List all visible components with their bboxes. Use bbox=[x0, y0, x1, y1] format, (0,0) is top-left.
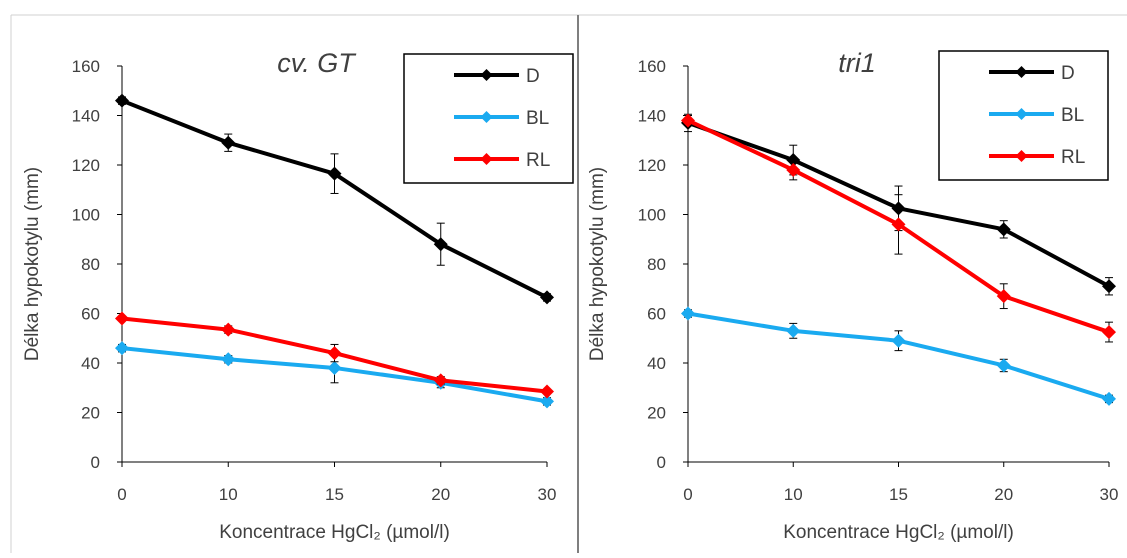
legend-marker bbox=[480, 153, 493, 165]
x-tick-label: 0 bbox=[117, 485, 126, 504]
x-tick-label: 15 bbox=[889, 485, 908, 504]
data-point bbox=[221, 135, 236, 150]
series-RL bbox=[115, 311, 554, 399]
x-tick-label: 30 bbox=[1100, 485, 1119, 504]
data-point bbox=[327, 166, 342, 181]
data-point bbox=[540, 394, 554, 409]
y-tick-label: 80 bbox=[647, 255, 666, 274]
data-point bbox=[1102, 391, 1116, 406]
data-point bbox=[681, 306, 695, 321]
y-tick-label: 80 bbox=[81, 255, 100, 274]
y-tick-label: 160 bbox=[638, 57, 666, 76]
data-point bbox=[327, 346, 342, 361]
data-point bbox=[996, 358, 1011, 373]
legend-label: RL bbox=[1061, 147, 1085, 168]
y-tick-label: 100 bbox=[72, 206, 100, 225]
x-tick-label: 10 bbox=[219, 485, 238, 504]
chart-title: tri1 bbox=[838, 48, 876, 78]
data-point bbox=[891, 217, 906, 232]
y-tick-label: 40 bbox=[647, 354, 666, 373]
y-tick-label: 0 bbox=[657, 453, 666, 472]
data-point bbox=[996, 222, 1011, 237]
y-tick-label: 120 bbox=[72, 156, 100, 175]
y-tick-label: 20 bbox=[647, 404, 666, 423]
series-RL bbox=[681, 113, 1116, 343]
data-point bbox=[221, 322, 236, 337]
legend-label: BL bbox=[1061, 105, 1084, 126]
y-tick-label: 120 bbox=[638, 156, 666, 175]
legend-marker bbox=[480, 69, 493, 81]
x-tick-label: 30 bbox=[538, 485, 557, 504]
data-point bbox=[327, 360, 342, 375]
legend-marker bbox=[480, 111, 493, 123]
y-tick-label: 160 bbox=[72, 57, 100, 76]
x-tick-label: 20 bbox=[994, 485, 1013, 504]
y-tick-label: 100 bbox=[638, 206, 666, 225]
data-point bbox=[540, 384, 554, 399]
legend-label: BL bbox=[526, 108, 549, 129]
x-tick-label: 20 bbox=[431, 485, 450, 504]
legend-label: D bbox=[526, 66, 540, 87]
data-point bbox=[540, 290, 554, 305]
y-axis-title: Délka hypokotylu (mm) bbox=[22, 167, 43, 361]
data-point bbox=[681, 113, 695, 128]
data-point bbox=[115, 93, 129, 108]
data-point bbox=[996, 289, 1011, 304]
data-point bbox=[786, 323, 801, 338]
y-tick-label: 40 bbox=[81, 354, 100, 373]
legend-label: D bbox=[1061, 63, 1075, 84]
data-point bbox=[1102, 325, 1116, 340]
chart-title: cv. GT bbox=[277, 48, 357, 78]
x-tick-label: 15 bbox=[325, 485, 344, 504]
x-tick-label: 10 bbox=[784, 485, 803, 504]
data-point bbox=[433, 373, 448, 388]
legend-marker bbox=[1015, 66, 1028, 78]
y-tick-label: 140 bbox=[638, 107, 666, 126]
series-line bbox=[687, 311, 1110, 401]
legend: D BL RL bbox=[403, 53, 574, 184]
chart-panel-1: 0 20 40 60 80 100 120 140 160 0 10 15 20 30 Délka hypo… bbox=[22, 48, 574, 543]
legend: D BL RL bbox=[938, 50, 1109, 181]
series-D bbox=[115, 93, 554, 305]
series-BL bbox=[681, 306, 1116, 406]
y-tick-label: 0 bbox=[91, 453, 100, 472]
data-point bbox=[1102, 279, 1116, 294]
data-point bbox=[891, 333, 906, 348]
y-tick-label: 140 bbox=[72, 107, 100, 126]
data-point bbox=[115, 311, 129, 326]
y-axis-title: Délka hypokotylu (mm) bbox=[587, 167, 608, 361]
data-point bbox=[115, 341, 129, 356]
x-tick-label: 0 bbox=[683, 485, 692, 504]
legend-marker bbox=[1015, 150, 1028, 162]
y-tick-label: 60 bbox=[647, 305, 666, 324]
chart-panel-2: 0 20 40 60 80 100 120 140 160 0 10 15 20 30 Délka hypo… bbox=[587, 48, 1118, 543]
x-axis-title: Koncentrace HgCl₂ (µmol/l) bbox=[219, 522, 450, 543]
legend-label: RL bbox=[526, 150, 550, 171]
y-tick-label: 60 bbox=[81, 305, 100, 324]
y-tick-label: 20 bbox=[81, 404, 100, 423]
data-point bbox=[221, 352, 236, 367]
data-point bbox=[433, 237, 448, 252]
x-axis-title: Koncentrace HgCl₂ (µmol/l) bbox=[783, 522, 1014, 543]
data-point bbox=[786, 162, 801, 177]
legend-marker bbox=[1015, 108, 1028, 120]
